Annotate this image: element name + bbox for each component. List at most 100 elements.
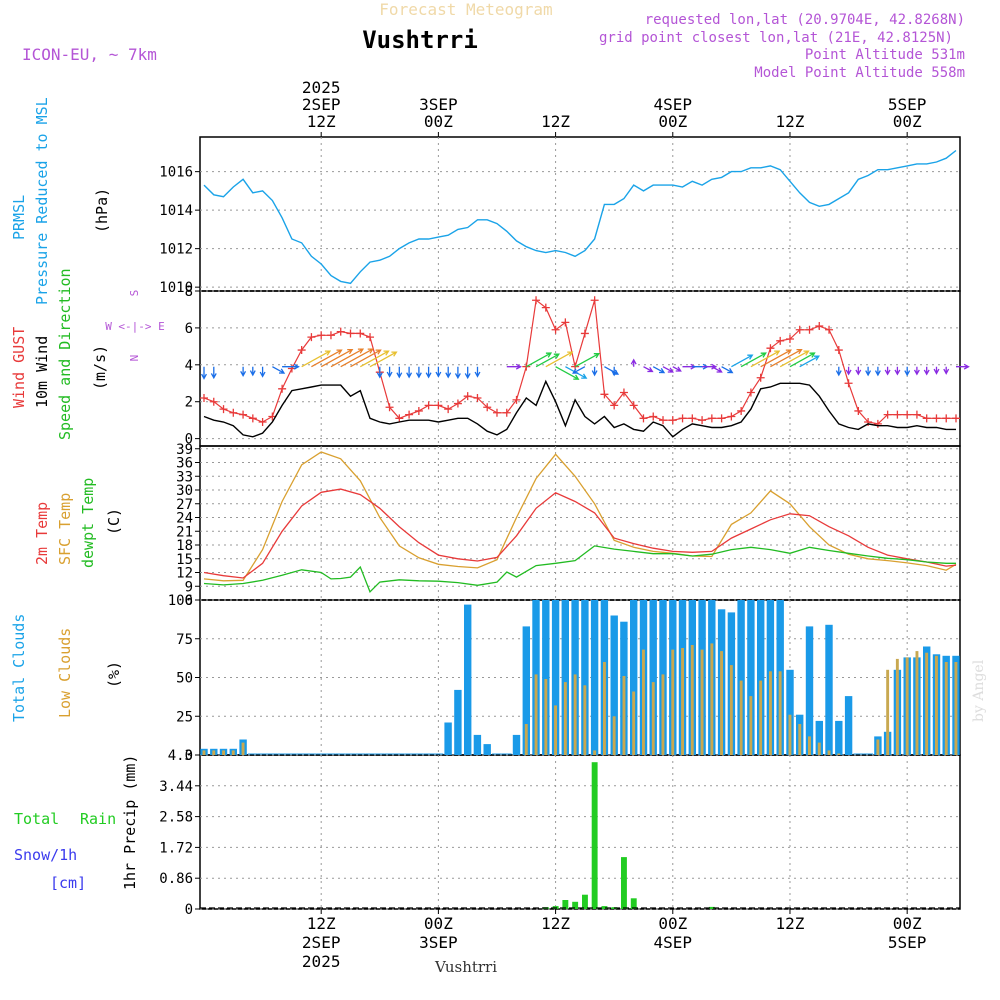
total-cloud-bar [747, 600, 755, 755]
wind-arrow [425, 366, 432, 379]
requested-location: requested lon,lat (20.9704E, 42.8268N) [645, 12, 965, 28]
low-cloud-bar [583, 685, 587, 756]
y-tick-label: 39 [176, 442, 193, 458]
gust-marker [600, 390, 609, 399]
y-tick-label: 21 [176, 524, 193, 540]
wind-arrow [406, 366, 413, 379]
gust-marker [209, 397, 218, 406]
total-cloud-bar [444, 722, 452, 755]
low-cloud-bar [681, 648, 684, 755]
wind-arrow [369, 351, 398, 368]
top-time-label: 00Z [424, 112, 453, 131]
temperature-labels: 2m Temp SFC Temp dewpt Temp (C) [33, 478, 123, 568]
low-cloud-bar [700, 649, 704, 755]
rain-bar [591, 762, 598, 909]
prmsl-label: PRMSL [10, 195, 28, 240]
wind-arrow [779, 350, 810, 368]
gust-marker [278, 384, 287, 393]
total-cloud-bar [610, 615, 618, 755]
gust-marker [688, 414, 697, 423]
gust-marker [492, 408, 501, 417]
wind-arrow [721, 366, 734, 374]
total-cloud-bar [757, 600, 765, 755]
gust-marker [785, 334, 794, 343]
low-cloud-bar [729, 665, 733, 755]
y-tick-label: 1012 [159, 242, 193, 258]
gust-marker [844, 379, 853, 388]
compass-we: W <-|-> E [105, 320, 165, 333]
low-cloud-bar [925, 652, 929, 755]
low-cloud-bar [788, 714, 792, 755]
top-time-label: 2025 [302, 78, 341, 97]
wind-arrow [311, 349, 343, 368]
low-cloud-bar [710, 643, 714, 755]
precip-labels: Total Rain Snow/1h [cm] 1hr Precip (mm) [14, 755, 139, 892]
top-time-label: 2SEP [302, 95, 341, 114]
wind-arrow [330, 348, 365, 368]
rain-bar [601, 906, 608, 909]
compass-s: S [128, 290, 141, 297]
low-cloud-bar [534, 674, 538, 755]
low-cloud-bar [954, 662, 958, 755]
gust-marker [746, 388, 755, 397]
wind-arrow [525, 352, 553, 368]
wind-arrow [574, 353, 600, 368]
top-time-label: 4SEP [654, 95, 693, 114]
total-cloud-bar [473, 734, 482, 755]
y-tick-label: 3.44 [159, 779, 193, 795]
wind-arrow [210, 366, 217, 380]
y-tick-label: 1014 [159, 203, 193, 219]
gust-marker [385, 403, 394, 412]
wind-arrow [301, 350, 332, 368]
gust-marker [883, 410, 892, 419]
total-cloud-bar [649, 600, 657, 755]
gust-marker [346, 329, 355, 338]
gust-marker [463, 392, 472, 401]
panel-frame [199, 136, 961, 292]
wind-arrow [545, 351, 574, 368]
low-cloud-bar [827, 750, 831, 755]
low-cloud-bar [622, 676, 626, 755]
wind-arrow [340, 348, 374, 368]
y-tick-label: 1.72 [159, 840, 193, 856]
sfc-temp-label: SFC Temp [56, 493, 74, 565]
low-cloud-bar [798, 724, 802, 755]
y-tick-label: 0 [185, 748, 193, 764]
low-cloud-bar [661, 674, 665, 755]
gust-marker [366, 333, 375, 342]
wind-arrow [282, 363, 300, 370]
grid-point-location: grid point closest lon,lat (21E, 42.8125… [599, 30, 953, 46]
low-clouds-label: Low Clouds [56, 628, 74, 718]
wind-arrow [923, 366, 930, 376]
y-tick-label: 100 [168, 593, 193, 609]
total-cloud-bar [825, 624, 833, 755]
snow-label: Snow/1h [14, 846, 77, 864]
station-title: Vushtrri [362, 26, 478, 54]
wind-arrow [474, 366, 481, 378]
gust-marker [356, 329, 365, 338]
wind-arrow [740, 352, 767, 368]
temp-unit-label: (C) [105, 508, 123, 535]
total-cloud-bar [844, 696, 853, 755]
wind-arrow [789, 352, 816, 368]
low-cloud-bar [593, 750, 597, 755]
y-tick-label: 12 [176, 566, 193, 582]
gust-marker [590, 296, 599, 305]
low-cloud-bar [642, 649, 645, 755]
top-time-label: 3SEP [419, 95, 458, 114]
wind-arrow [572, 366, 586, 374]
gust-marker [239, 410, 248, 419]
footer-station: Vushtrri [434, 958, 497, 976]
rain-bar [630, 898, 637, 909]
gust-marker [815, 322, 824, 331]
wind-arrow [855, 366, 862, 376]
wind-arrow [445, 366, 452, 379]
gust-marker [737, 406, 746, 415]
wind-arrow [874, 366, 881, 377]
y-tick-label: 6 [185, 593, 193, 609]
gust-marker [649, 412, 658, 421]
y-tick-label: 8 [185, 284, 193, 300]
gust-marker [219, 405, 228, 414]
y-tick-label: 0 [185, 902, 193, 918]
rain-bar [582, 894, 588, 909]
